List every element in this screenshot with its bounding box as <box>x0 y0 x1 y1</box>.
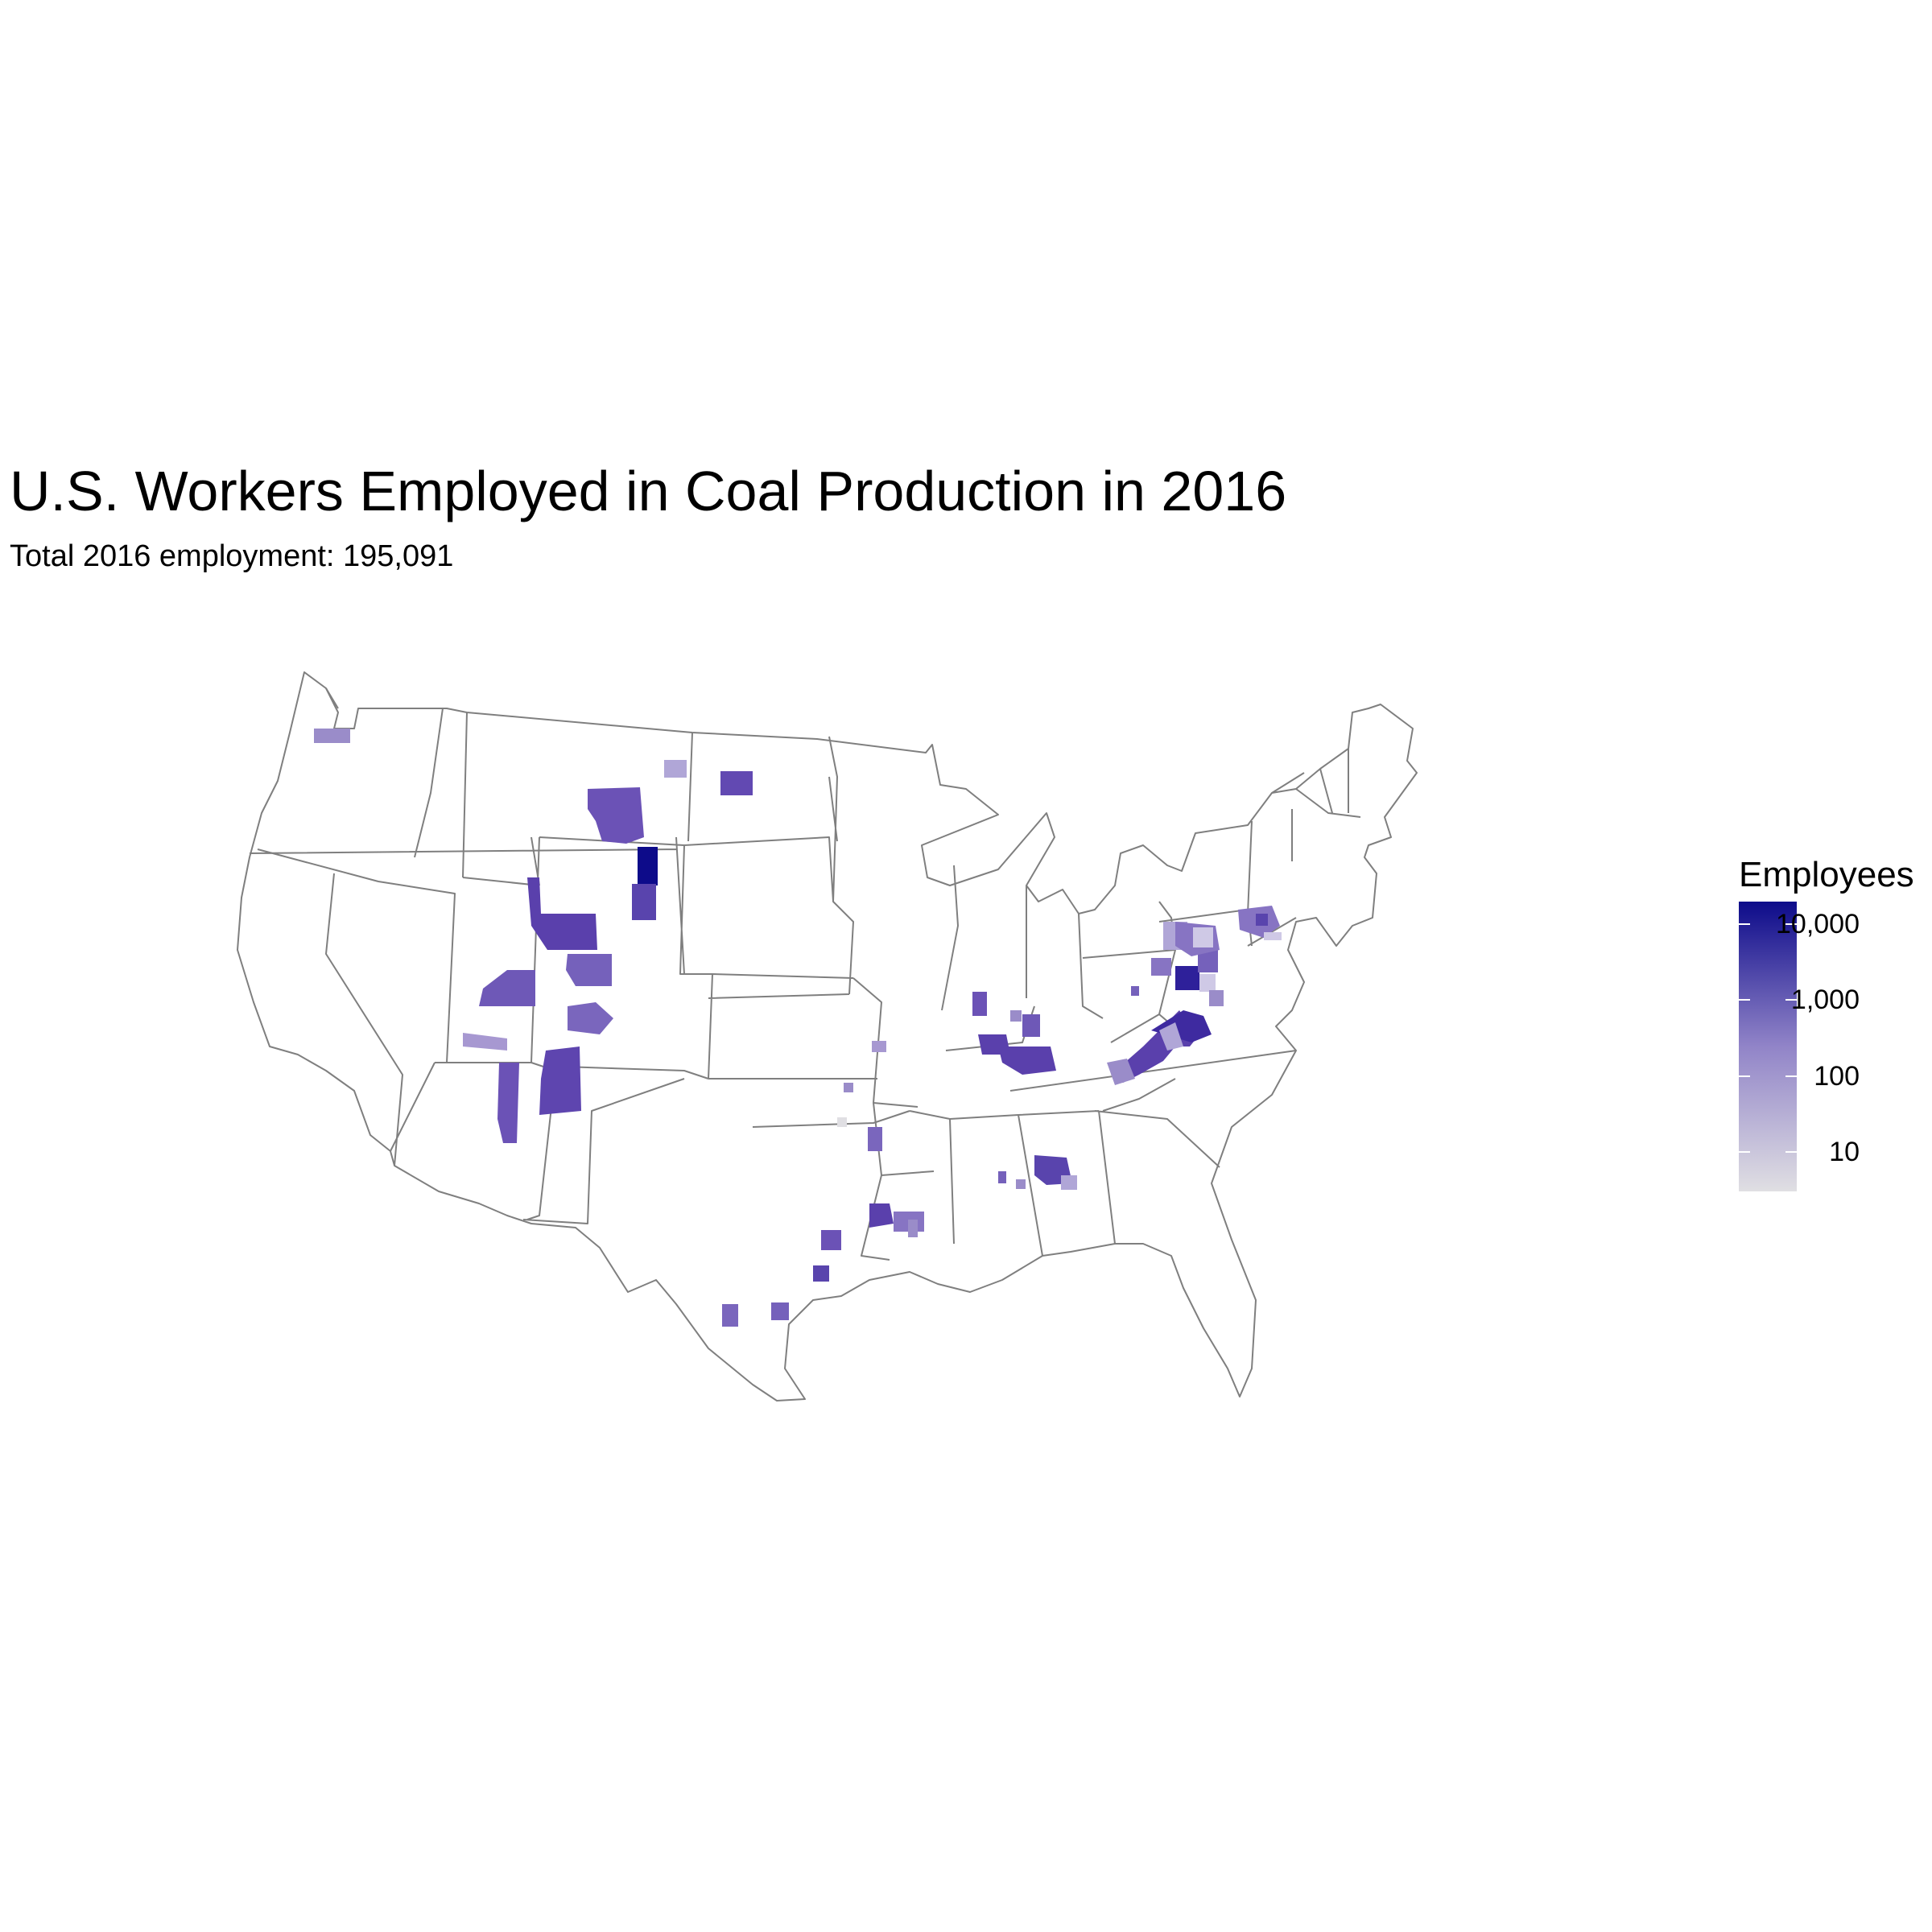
county-ms <box>998 1171 1006 1183</box>
county-pa-2 <box>1193 927 1213 947</box>
chart-title: U.S. Workers Employed in Coal Production… <box>10 460 1287 522</box>
county-ut-2 <box>463 1033 507 1051</box>
county-oh-3 <box>1131 986 1139 996</box>
county-tx-2 <box>821 1230 841 1250</box>
legend-tick-mark <box>1739 999 1750 1001</box>
county-al-3 <box>1061 1175 1077 1190</box>
county-in-1 <box>1022 1014 1040 1037</box>
legend-title: Employees <box>1739 855 1914 894</box>
legend-tick-mark <box>1739 1150 1750 1153</box>
county-fills <box>314 729 1282 1327</box>
legend-tick-mark <box>1785 923 1797 926</box>
legend-tick-mark <box>1785 999 1797 1001</box>
county-appalachia-3 <box>1107 1059 1135 1085</box>
county-co-1 <box>566 954 612 986</box>
county-ut-1 <box>479 970 535 1006</box>
county-la-2 <box>908 1220 918 1237</box>
county-tx-3 <box>813 1265 829 1282</box>
county-pa-5 <box>1264 932 1282 940</box>
us-outline <box>237 671 1418 1402</box>
county-pa-4 <box>1256 914 1268 926</box>
county-mt-2 <box>664 760 687 778</box>
county-ar <box>872 1041 886 1052</box>
county-co-2 <box>568 1002 613 1034</box>
legend-tick-label: 10 <box>1829 1136 1860 1167</box>
county-tx-4 <box>722 1304 738 1327</box>
county-tx-1 <box>869 1203 894 1228</box>
legend-tick-label: 10,000 <box>1776 909 1860 940</box>
county-ky-w <box>998 1046 1056 1075</box>
legend-color-bar <box>1739 902 1797 1191</box>
legend-tick-label: 1,000 <box>1790 985 1860 1016</box>
county-al-2 <box>1016 1179 1026 1189</box>
legend-tick-mark <box>1785 1150 1797 1153</box>
legend-tick-label: 100 <box>1814 1060 1860 1092</box>
county-mt-1 <box>588 787 644 844</box>
county-wv-4 <box>1209 990 1224 1006</box>
chart-subtitle: Total 2016 employment: 195,091 <box>10 539 454 573</box>
county-wa <box>314 729 350 743</box>
county-wy-3 <box>527 877 597 950</box>
county-nd <box>720 771 753 795</box>
county-in-2 <box>1010 1010 1022 1022</box>
county-wv-3 <box>1199 974 1216 992</box>
county-appalachia-4 <box>1159 1022 1183 1051</box>
legend-tick-mark <box>1739 1075 1750 1077</box>
county-az <box>497 1063 519 1143</box>
county-il-1 <box>972 992 987 1016</box>
county-wy-2 <box>632 884 656 920</box>
county-tx-5 <box>771 1302 789 1320</box>
county-wv-1 <box>1175 966 1199 990</box>
state-borders <box>237 671 1418 1402</box>
county-wy-1 <box>638 847 658 886</box>
county-ok-1 <box>844 1083 853 1092</box>
legend-tick-mark <box>1785 1075 1797 1077</box>
state-lines <box>249 687 1361 1261</box>
county-nm <box>539 1046 581 1115</box>
legend-tick-mark <box>1739 923 1750 926</box>
county-ok-2 <box>837 1117 847 1127</box>
county-oh-1 <box>1151 958 1171 976</box>
county-ok-3 <box>868 1127 882 1151</box>
